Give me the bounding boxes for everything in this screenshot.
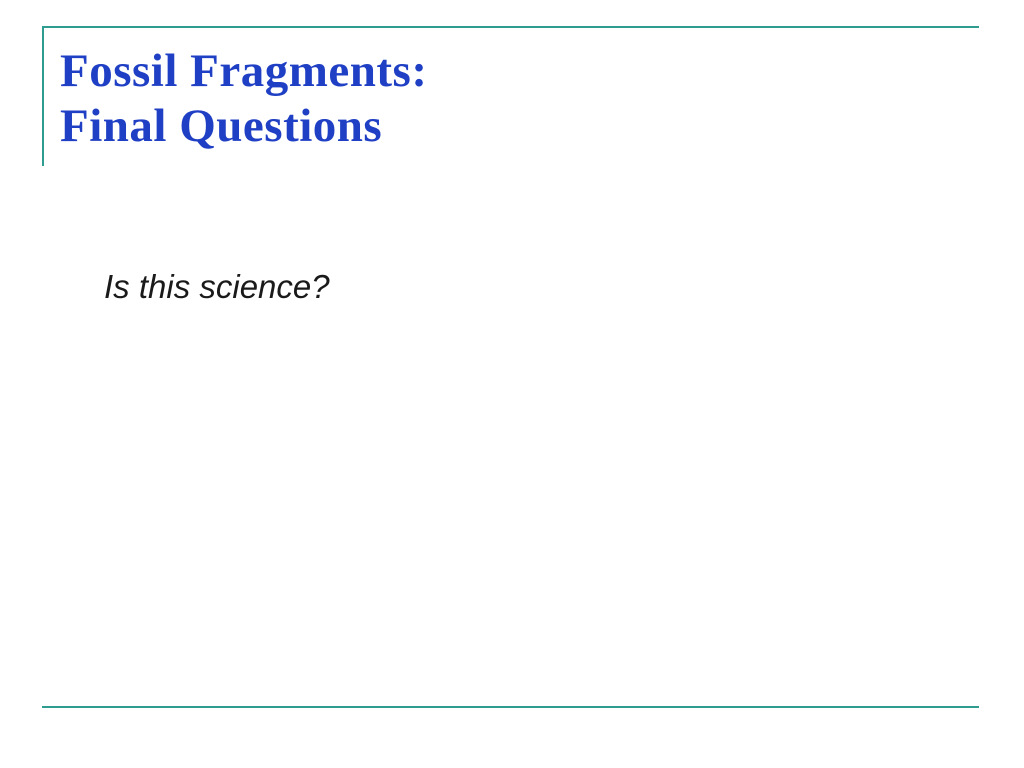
left-border-rule bbox=[42, 26, 44, 166]
title-line-2: Final Questions bbox=[60, 99, 427, 154]
slide-body-text: Is this science? bbox=[104, 268, 330, 306]
title-line-1: Fossil Fragments: bbox=[60, 44, 427, 99]
slide-frame: Fossil Fragments: Final Questions Is thi… bbox=[42, 26, 979, 708]
bottom-border-rule bbox=[42, 706, 979, 708]
top-border-rule bbox=[42, 26, 979, 28]
slide-title: Fossil Fragments: Final Questions bbox=[60, 44, 427, 155]
